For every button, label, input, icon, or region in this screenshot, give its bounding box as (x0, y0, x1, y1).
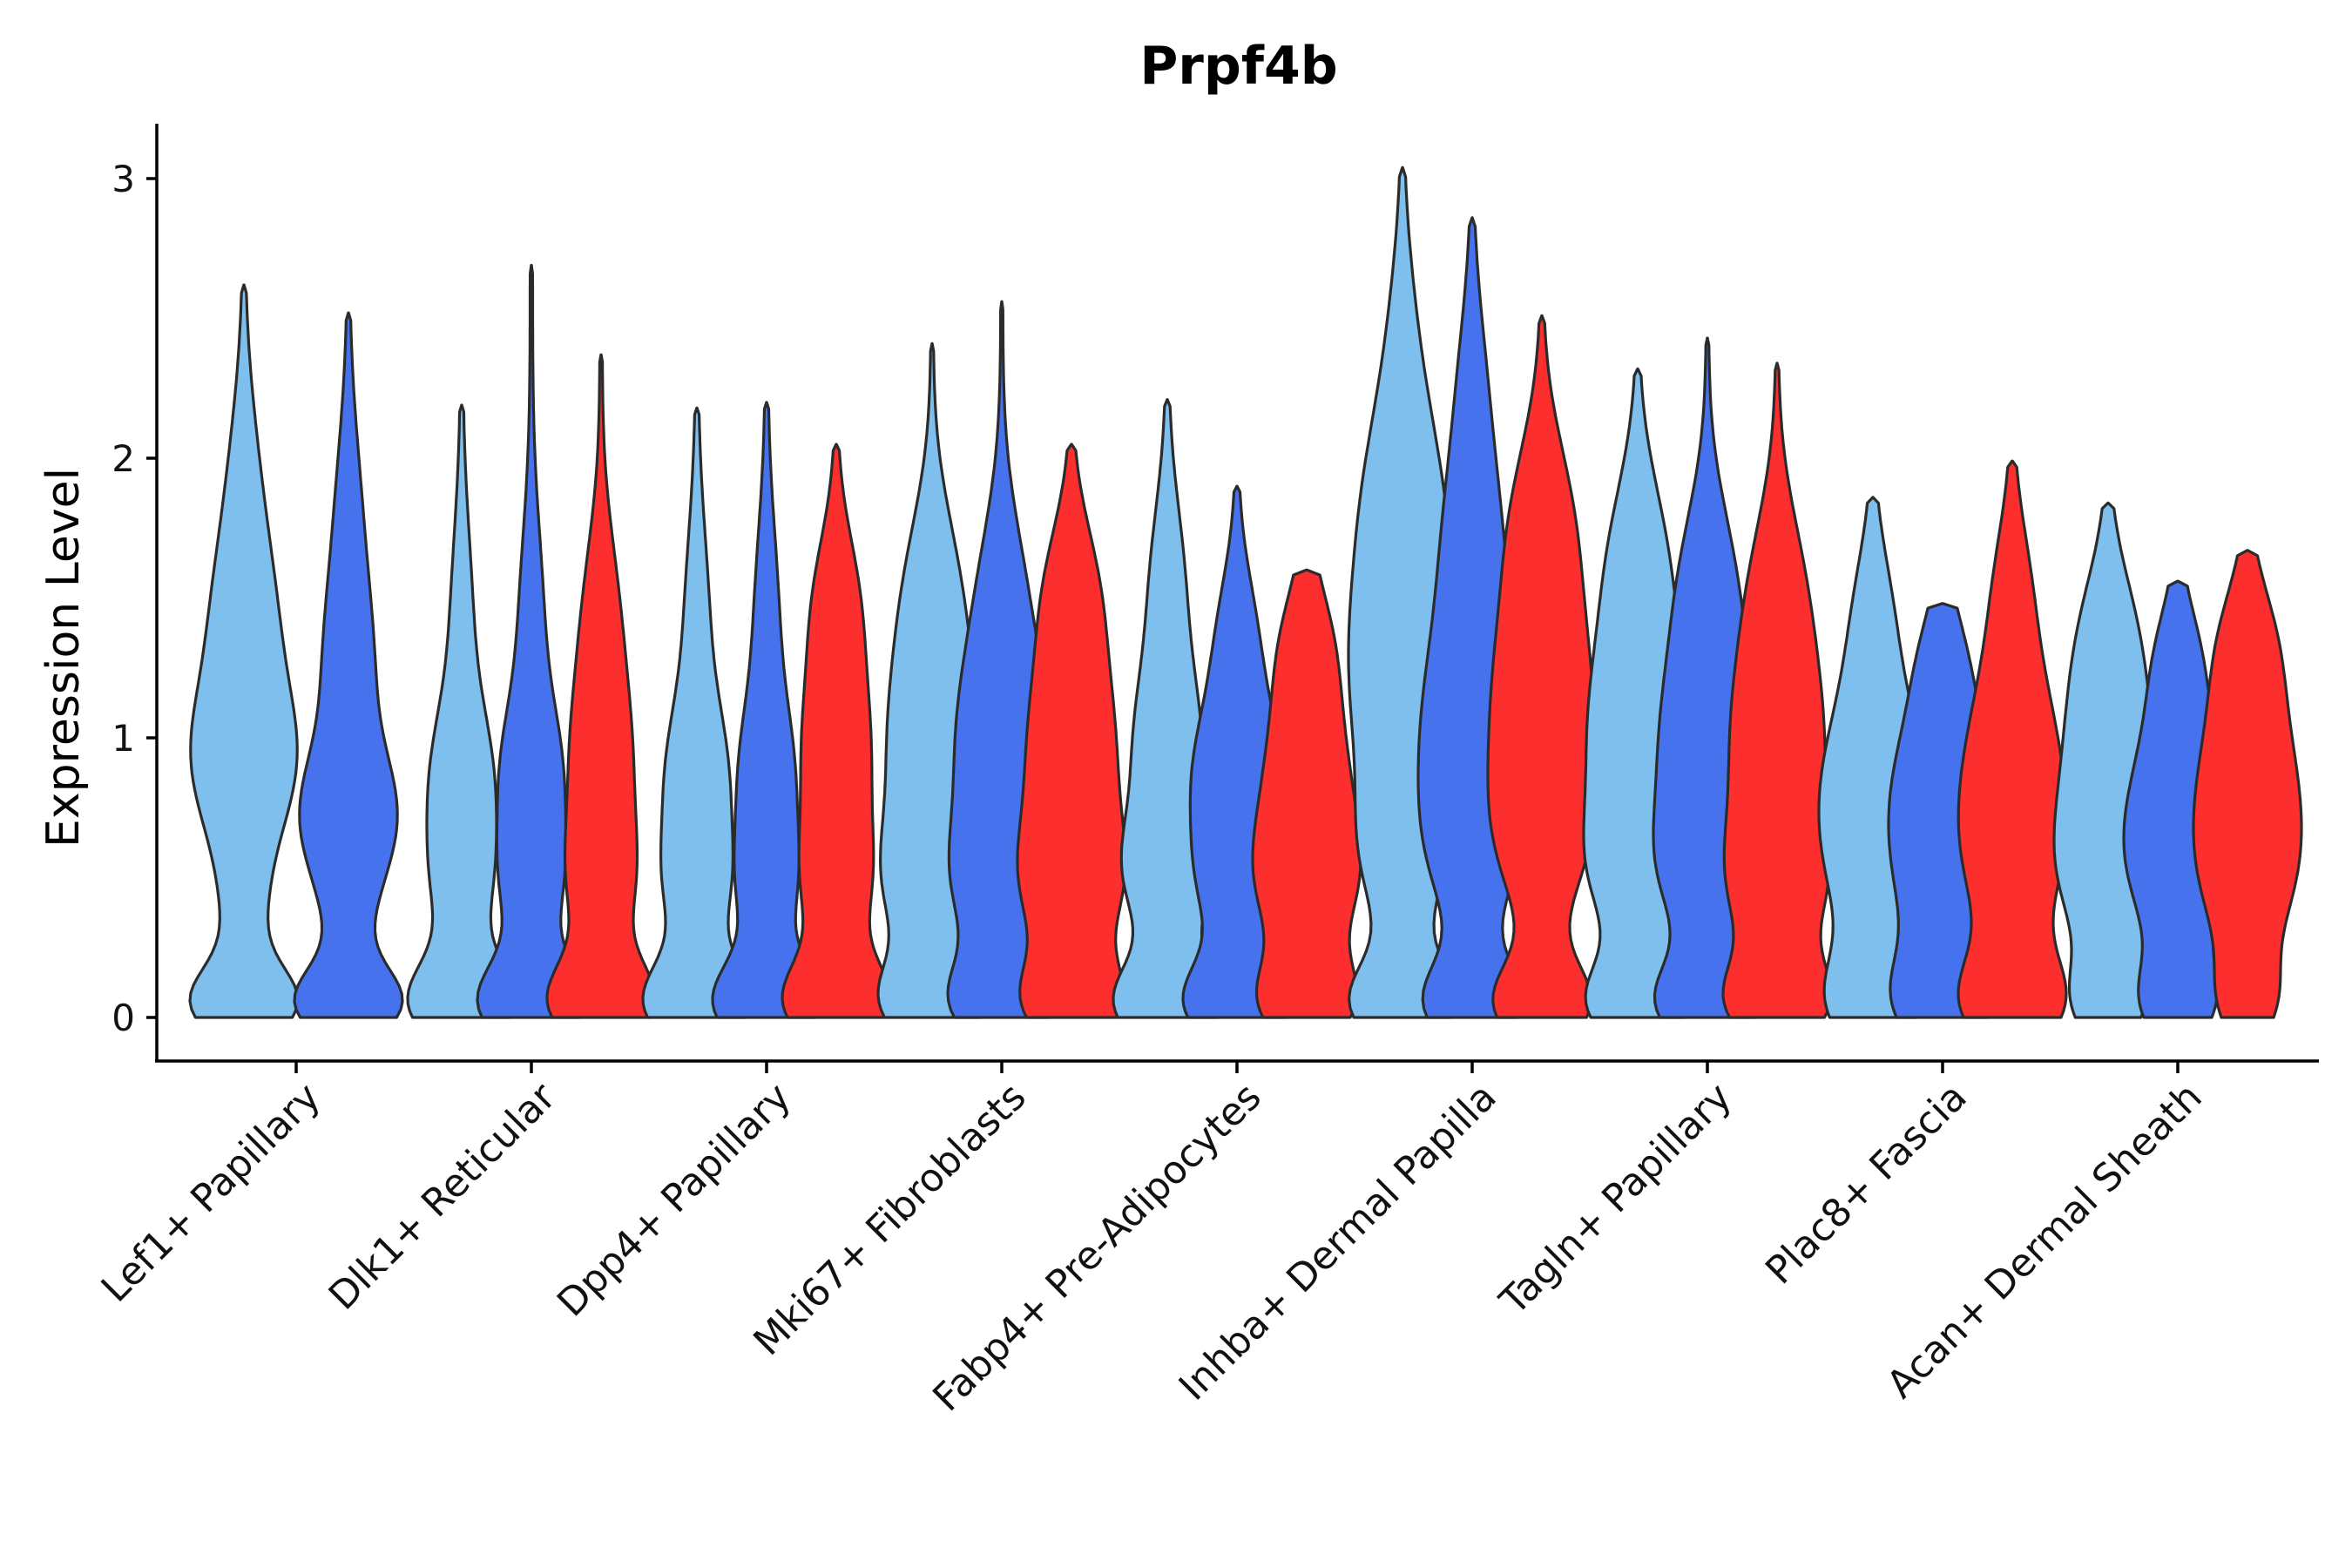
category-label: Tagln+ Papillary (1491, 1075, 1740, 1324)
violin-group-2 (711, 401, 822, 1019)
violin-group-3 (1251, 568, 1362, 1019)
violin-group-2 (293, 311, 404, 1019)
category-label: Dpp4+ Papillary (549, 1075, 800, 1326)
violin-group-3 (2192, 549, 2303, 1019)
violin-group-1 (188, 283, 300, 1019)
y-axis-label: Expression Level (37, 468, 90, 848)
y-tick-label: 0 (112, 997, 135, 1039)
y-tick-label: 1 (112, 717, 135, 760)
category-label: Dlk1+ Reticular (321, 1074, 565, 1319)
y-tick-label: 3 (112, 158, 135, 200)
violin-group-3 (1957, 459, 2068, 1019)
violin-group-3 (1721, 362, 1833, 1019)
violin-group-3 (545, 353, 657, 1019)
y-tick-label: 2 (112, 437, 135, 480)
category-label: Lef1+ Papillary (93, 1075, 329, 1311)
violin-group-3 (781, 443, 892, 1019)
violin-group-1 (641, 406, 753, 1019)
y-ticks: 0 1 2 3 (112, 158, 157, 1039)
chart-title: Prpf4b (1139, 36, 1337, 97)
violin-group-3 (1016, 443, 1127, 1019)
category-label: Plac8+ Fascia (1757, 1075, 1976, 1294)
violin-group-1 (406, 403, 517, 1019)
violin-layer (188, 166, 2303, 1019)
violin-group-2 (476, 263, 587, 1019)
